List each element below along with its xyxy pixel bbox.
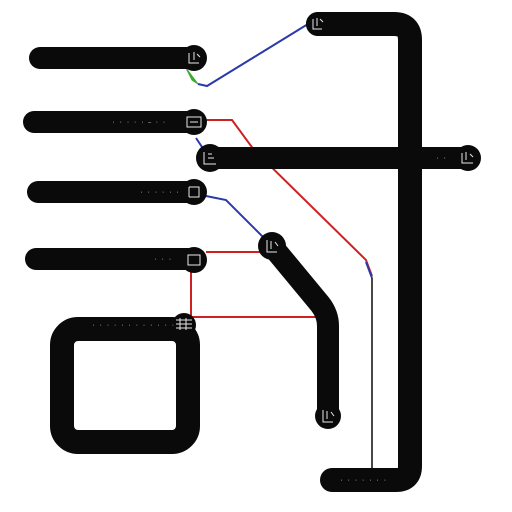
thick-wires — [23, 12, 477, 492]
glyph-top-right — [312, 18, 324, 30]
glyph-diagonal-bottom — [322, 410, 335, 423]
node-top-right — [306, 12, 330, 36]
node-row4 — [181, 247, 207, 273]
glyph-diagonal-top — [266, 240, 279, 253]
wire-diagonal — [261, 235, 339, 425]
glyph-crossbar-right — [461, 152, 474, 164]
blue-link-top — [197, 23, 309, 88]
node-glyphs — [176, 18, 474, 423]
label-crossbar-end: · · — [436, 156, 447, 162]
wire-labels: · · · · · — · · · · · · · · · · · · · · … — [92, 120, 447, 484]
blue-link-row3 — [205, 195, 269, 243]
glyph-row1 — [188, 52, 201, 64]
label-row4: · · · — [154, 257, 172, 263]
label-box-header: · · · · · · · · · · · · — [92, 323, 175, 329]
node-diagonal-bottom — [315, 403, 341, 429]
label-row3: · · · · · · — [140, 190, 180, 196]
glyph-crossbar-left — [203, 152, 216, 165]
label-bottom-bar: · · · · · · · — [340, 478, 387, 484]
wire-right-frame — [306, 12, 422, 492]
blue-link-end — [365, 261, 373, 279]
glyph-box-header — [176, 318, 192, 330]
node-box-header — [172, 313, 196, 337]
node-diagonal-top — [258, 232, 286, 260]
glyph-row4 — [187, 254, 201, 266]
green-link-marker — [185, 67, 199, 85]
node-crossbar-right — [455, 145, 481, 171]
glyph-row2 — [186, 116, 202, 128]
label-row2: · · · · · — · · — [112, 120, 166, 126]
wire-square-loop — [50, 317, 200, 454]
node-row3 — [181, 179, 207, 205]
glyph-row3 — [188, 186, 200, 198]
